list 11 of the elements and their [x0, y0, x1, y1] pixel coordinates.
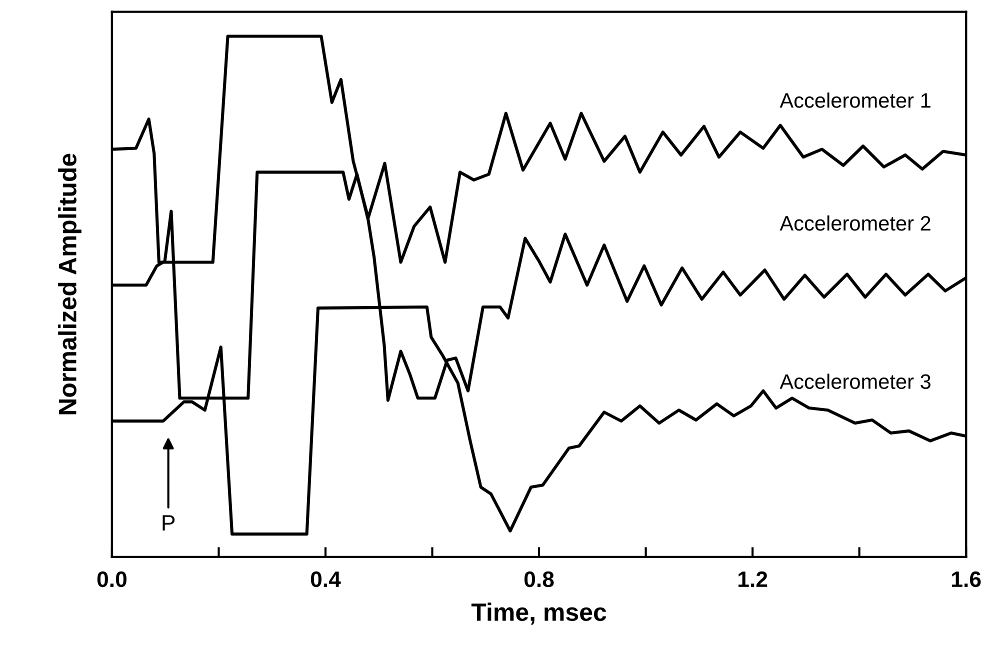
- series-label: Accelerometer 3: [780, 374, 930, 389]
- x-axis-title: Time, msec: [471, 602, 606, 625]
- y-axis-title: Normalized Amplitude: [58, 154, 82, 414]
- text: Accelerometer 2: [780, 215, 930, 231]
- x-tick-label: 0.8: [524, 571, 554, 588]
- annotation: P: [162, 515, 175, 531]
- x-tick-label: 1.2: [738, 571, 768, 587]
- series-label: Accelerometer 1: [780, 92, 930, 108]
- x-tick-label: 0.4: [310, 571, 341, 588]
- x-tick-label: 0.0: [97, 571, 126, 588]
- x-tick-label: 1.6: [952, 571, 981, 588]
